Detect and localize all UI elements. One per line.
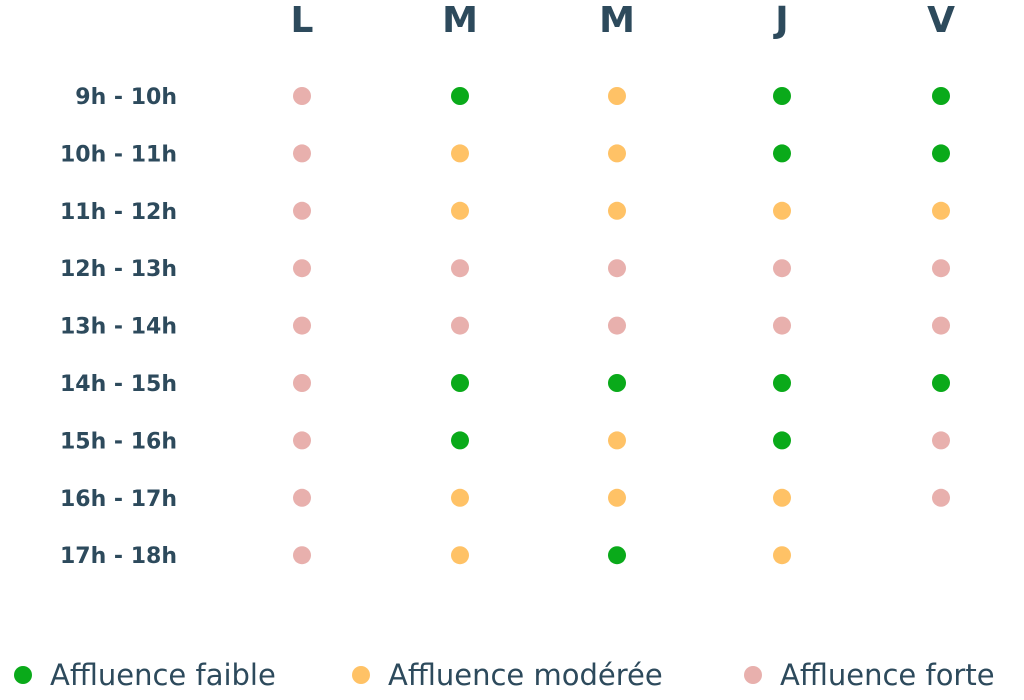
- time-slot-label: 9h - 10h: [75, 85, 177, 110]
- affluence-dot-faible: [932, 144, 950, 163]
- affluence-dot-forte: [451, 259, 469, 278]
- affluence-dot-forte: [773, 316, 791, 335]
- affluence-dot-faible: [451, 374, 469, 392]
- affluence-dot-forte: [293, 316, 311, 335]
- legend-label-faible: Affluence faible: [50, 658, 276, 692]
- affluence-dot-faible: [932, 87, 950, 105]
- affluence-dot-forte: [932, 431, 950, 450]
- affluence-dot-moderee: [451, 144, 469, 163]
- affluence-dot-moderee: [608, 201, 626, 220]
- affluence-dot-forte: [608, 316, 626, 335]
- legend-item-moderee: Affluence modérée: [352, 650, 663, 700]
- time-slot-label: 10h - 11h: [60, 142, 177, 167]
- affluence-dot-moderee: [451, 201, 469, 220]
- affluence-dot-forte: [293, 144, 311, 163]
- affluence-dot-faible: [773, 431, 791, 450]
- affluence-dot-forte: [451, 316, 469, 335]
- affluence-dot-moderee: [608, 431, 626, 450]
- affluence-dot-faible: [773, 87, 791, 105]
- legend-dot-faible: [14, 666, 32, 684]
- affluence-dot-faible: [773, 374, 791, 392]
- affluence-dot-forte: [773, 259, 791, 278]
- affluence-dot-moderee: [451, 546, 469, 565]
- affluence-dot-moderee: [932, 201, 950, 220]
- affluence-chart: L M M J V 9h - 10h 10h - 11h 11h - 12h 12h - 13h…: [60, 0, 955, 569]
- affluence-dot-forte: [932, 316, 950, 335]
- legend-item-forte: Affluence forte: [744, 650, 995, 700]
- legend-label-forte: Affluence forte: [780, 658, 995, 692]
- affluence-dot-faible: [773, 144, 791, 163]
- legend-item-faible: Affluence faible: [14, 650, 276, 700]
- affluence-dot-moderee: [773, 201, 791, 220]
- affluence-dot-moderee: [608, 488, 626, 507]
- time-slot-label: 14h - 15h: [60, 372, 177, 397]
- time-slot-label: 16h - 17h: [60, 487, 177, 512]
- affluence-dot-moderee: [608, 144, 626, 163]
- affluence-dot-moderee: [773, 546, 791, 565]
- affluence-dot-moderee: [608, 87, 626, 105]
- affluence-dot-forte: [293, 374, 311, 392]
- day-label: V: [927, 0, 955, 41]
- affluence-dot-forte: [293, 431, 311, 450]
- day-label: J: [772, 0, 788, 41]
- affluence-dot-forte: [932, 259, 950, 278]
- affluence-dot-moderee: [773, 488, 791, 507]
- affluence-dot-forte: [293, 201, 311, 220]
- affluence-dot-faible: [451, 431, 469, 450]
- time-slot-label: 17h - 18h: [60, 544, 177, 569]
- affluence-dot-forte: [293, 87, 311, 105]
- time-slot-label: 11h - 12h: [60, 200, 177, 225]
- day-label: M: [442, 0, 478, 41]
- affluence-dot-forte: [932, 488, 950, 507]
- affluence-dot-moderee: [451, 488, 469, 507]
- affluence-dot-forte: [608, 259, 626, 278]
- legend-dot-forte: [744, 666, 762, 684]
- affluence-dot-faible: [608, 374, 626, 392]
- affluence-dot-faible: [608, 546, 626, 565]
- affluence-dot-faible: [451, 87, 469, 105]
- time-slot-label: 13h - 14h: [60, 315, 177, 340]
- affluence-dot-forte: [293, 259, 311, 278]
- legend-label-moderee: Affluence modérée: [388, 658, 663, 692]
- time-slot-label: 12h - 13h: [60, 257, 177, 282]
- affluence-dot-faible: [932, 374, 950, 392]
- day-label: L: [291, 0, 314, 41]
- legend-dot-moderee: [352, 666, 370, 684]
- time-slot-label: 15h - 16h: [60, 429, 177, 454]
- day-label: M: [599, 0, 635, 41]
- affluence-dot-forte: [293, 488, 311, 507]
- affluence-dot-forte: [293, 546, 311, 565]
- legend: Affluence faible Affluence modérée Afflu…: [0, 650, 1024, 700]
